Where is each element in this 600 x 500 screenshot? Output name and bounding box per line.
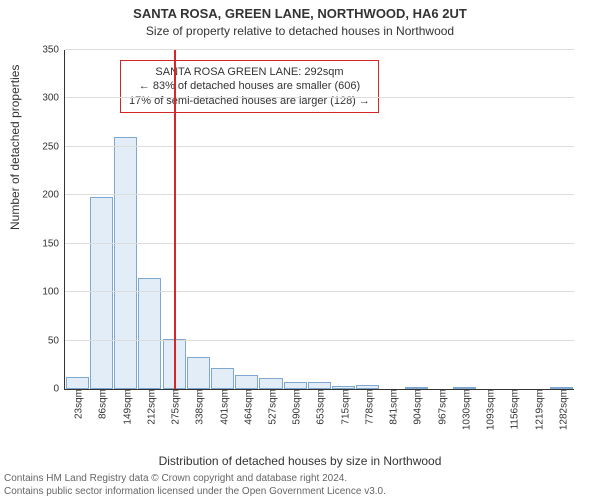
bar-slot: 86sqm — [89, 50, 113, 389]
chart-subtitle: Size of property relative to detached ho… — [0, 24, 600, 38]
bar — [235, 375, 258, 389]
gridline — [65, 194, 574, 195]
x-tick-label: 1219sqm — [530, 389, 545, 430]
bar-slot: 149sqm — [113, 50, 137, 389]
bar-slot: 653sqm — [307, 50, 331, 389]
x-tick-label: 464sqm — [239, 389, 254, 425]
x-tick-label: 590sqm — [288, 389, 303, 425]
bar-slot: 778sqm — [356, 50, 380, 389]
x-tick-label: 1030sqm — [457, 389, 472, 430]
bar — [138, 278, 161, 389]
bar — [187, 357, 210, 389]
bar-slot: 841sqm — [380, 50, 404, 389]
bar — [66, 377, 89, 389]
gridline — [65, 340, 574, 341]
bar — [259, 378, 282, 389]
x-tick-label: 1282sqm — [554, 389, 569, 430]
bar-slot: 1093sqm — [477, 50, 501, 389]
bar — [308, 382, 331, 389]
bar-slot: 904sqm — [404, 50, 428, 389]
bar-slot: 1282sqm — [550, 50, 574, 389]
bar — [284, 382, 307, 389]
y-tick-label: 100 — [42, 287, 65, 298]
gridline — [65, 243, 574, 244]
x-tick-label: 1156sqm — [506, 389, 521, 429]
gridline — [65, 291, 574, 292]
y-tick-label: 300 — [42, 93, 65, 104]
x-tick-label: 401sqm — [215, 389, 230, 425]
bar-slot: 23sqm — [65, 50, 89, 389]
y-tick-label: 150 — [42, 238, 65, 249]
chart-container: SANTA ROSA, GREEN LANE, NORTHWOOD, HA6 2… — [0, 0, 600, 500]
bar-slot: 1219sqm — [525, 50, 549, 389]
y-tick-label: 50 — [48, 335, 65, 346]
y-axis-label: Number of detached properties — [8, 65, 22, 230]
footer-attribution: Contains HM Land Registry data © Crown c… — [4, 473, 386, 498]
y-tick-label: 200 — [42, 190, 65, 201]
x-tick-label: 904sqm — [409, 389, 424, 425]
bar — [90, 197, 113, 389]
gridline — [65, 146, 574, 147]
x-tick-label: 23sqm — [70, 389, 85, 419]
footer-line-1: Contains HM Land Registry data © Crown c… — [4, 473, 386, 486]
footer-line-2: Contains public sector information licen… — [4, 486, 386, 499]
x-tick-label: 338sqm — [191, 389, 206, 425]
y-tick-label: 250 — [42, 141, 65, 152]
bar-slot: 967sqm — [429, 50, 453, 389]
x-tick-label: 86sqm — [94, 389, 109, 419]
bars-group: 23sqm86sqm149sqm212sqm275sqm338sqm401sqm… — [65, 50, 574, 389]
x-tick-label: 715sqm — [336, 389, 351, 425]
gridline — [65, 97, 574, 98]
bar — [114, 137, 137, 389]
bar-slot: 1156sqm — [501, 50, 525, 389]
x-tick-label: 653sqm — [312, 389, 327, 425]
x-tick-label: 841sqm — [385, 389, 400, 425]
bar-slot: 1030sqm — [453, 50, 477, 389]
bar-slot: 338sqm — [186, 50, 210, 389]
x-tick-label: 967sqm — [433, 389, 448, 425]
bar — [211, 368, 234, 389]
bar-slot: 590sqm — [283, 50, 307, 389]
x-tick-label: 275sqm — [167, 389, 182, 425]
gridline — [65, 49, 574, 50]
chart-title: SANTA ROSA, GREEN LANE, NORTHWOOD, HA6 2… — [0, 6, 600, 21]
x-tick-label: 527sqm — [263, 389, 278, 425]
plot-area: SANTA ROSA GREEN LANE: 292sqm← 83% of de… — [64, 50, 574, 390]
x-axis-label: Distribution of detached houses by size … — [0, 454, 600, 468]
x-tick-label: 212sqm — [142, 389, 157, 425]
bar-slot: 464sqm — [235, 50, 259, 389]
marker-line — [174, 50, 176, 389]
bar-slot: 527sqm — [259, 50, 283, 389]
bar-slot: 212sqm — [138, 50, 162, 389]
x-tick-label: 1093sqm — [482, 389, 497, 430]
y-tick-label: 350 — [42, 45, 65, 56]
x-tick-label: 778sqm — [360, 389, 375, 425]
y-tick-label: 0 — [53, 384, 65, 395]
bar-slot: 401sqm — [210, 50, 234, 389]
bar-slot: 715sqm — [332, 50, 356, 389]
x-tick-label: 149sqm — [118, 389, 133, 425]
